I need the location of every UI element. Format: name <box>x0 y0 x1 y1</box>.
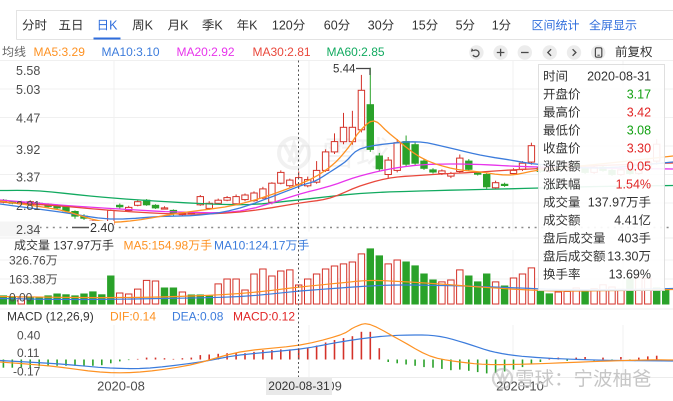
svg-text:MA5:3.29: MA5:3.29 <box>34 45 86 59</box>
svg-text:15: 15 <box>412 19 426 33</box>
svg-text:MA10:3.10: MA10:3.10 <box>102 45 160 59</box>
svg-text:3.08: 3.08 <box>627 124 651 138</box>
svg-text:MA20:2.92: MA20:2.92 <box>177 45 235 59</box>
svg-text:4.47: 4.47 <box>16 112 40 126</box>
svg-text:3.92: 3.92 <box>16 143 40 157</box>
svg-text:K: K <box>249 19 258 33</box>
svg-text:2020-08-31: 2020-08-31 <box>268 379 330 393</box>
svg-text:2.40: 2.40 <box>90 221 114 235</box>
svg-text:3.17: 3.17 <box>627 88 651 102</box>
svg-text:K: K <box>145 19 154 33</box>
svg-text:2.34: 2.34 <box>16 223 40 237</box>
svg-text:0.40: 0.40 <box>17 329 41 343</box>
svg-text:K: K <box>214 19 223 33</box>
svg-text:137.97: 137.97 <box>588 196 626 210</box>
svg-text:MA60:2.85: MA60:2.85 <box>327 45 385 59</box>
svg-text:13.30: 13.30 <box>607 250 638 264</box>
svg-text:137.97: 137.97 <box>53 239 90 253</box>
svg-text:DIF:0.14: DIF:0.14 <box>110 310 156 324</box>
svg-text:5.03: 5.03 <box>16 83 40 97</box>
svg-text:30: 30 <box>368 19 382 33</box>
svg-text:60: 60 <box>324 19 338 33</box>
svg-text:3.42: 3.42 <box>627 106 651 120</box>
svg-text:3.30: 3.30 <box>627 142 651 156</box>
svg-text:5.44: 5.44 <box>333 64 356 76</box>
svg-text:DEA:0.08: DEA:0.08 <box>172 310 224 324</box>
svg-text:K: K <box>109 19 118 33</box>
svg-text:403: 403 <box>618 232 639 246</box>
svg-text:1.54%: 1.54% <box>616 178 651 192</box>
svg-text:3.37: 3.37 <box>16 171 40 185</box>
svg-text:1: 1 <box>492 19 499 33</box>
svg-text:2.81: 2.81 <box>16 199 40 213</box>
svg-text:MA10:124.17: MA10:124.17 <box>214 239 286 253</box>
svg-text:MA30:2.81: MA30:2.81 <box>253 45 311 59</box>
svg-text:MACD: MACD <box>7 310 43 324</box>
svg-text:2020-08: 2020-08 <box>97 379 145 394</box>
svg-text:5.58: 5.58 <box>16 64 40 78</box>
svg-text:(12,26,9): (12,26,9) <box>46 310 94 324</box>
svg-text:0.00: 0.00 <box>9 291 33 305</box>
svg-text:2020-08-31: 2020-08-31 <box>587 70 651 84</box>
svg-text:4.41: 4.41 <box>614 214 638 228</box>
svg-text:163.38: 163.38 <box>9 273 46 287</box>
svg-text:5: 5 <box>456 19 463 33</box>
svg-text:120: 120 <box>272 19 293 33</box>
svg-text:0.11: 0.11 <box>17 346 40 360</box>
svg-text:MACD:0.12: MACD:0.12 <box>233 310 295 324</box>
svg-text:13.69%: 13.69% <box>609 268 651 282</box>
svg-text:-0.17: -0.17 <box>13 365 41 379</box>
svg-text:K: K <box>180 19 189 33</box>
svg-text:326.76: 326.76 <box>9 254 46 268</box>
svg-text:0.05: 0.05 <box>627 160 651 174</box>
svg-text:MA5:154.98: MA5:154.98 <box>124 239 189 253</box>
